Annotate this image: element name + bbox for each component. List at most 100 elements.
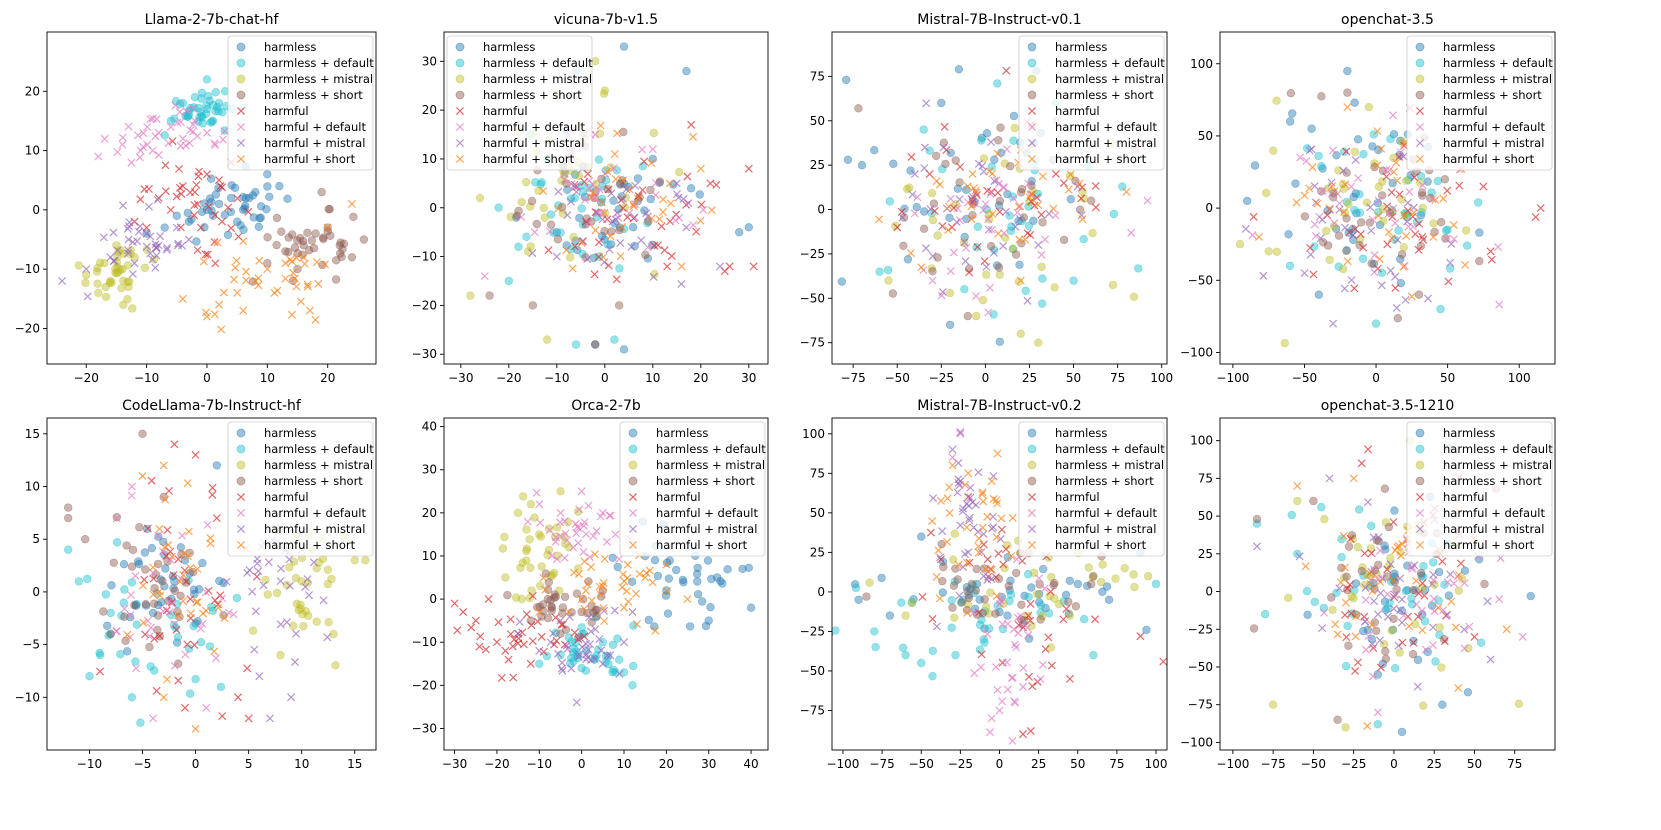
x-tick-label: −10 [527, 757, 552, 771]
point-harmless [1413, 655, 1423, 665]
y-tick-label: −75 [800, 703, 825, 717]
point-harmful-short [164, 540, 173, 550]
legend-label-harmful-short: harmful + short [264, 538, 356, 552]
legend-box [227, 421, 374, 557]
point-harmful [136, 195, 145, 204]
point-harmful-default [1391, 218, 1400, 228]
point-harmless-short [1344, 641, 1353, 650]
point-harmful-short [662, 587, 672, 596]
point-harmless-mistral [1344, 199, 1353, 209]
point-harmless-default [581, 666, 590, 675]
point-harmless-mistral [544, 545, 554, 555]
point-harmful [1414, 612, 1423, 621]
point-harmful-mistral [607, 189, 616, 198]
point-harmless-mistral [537, 562, 546, 571]
point-harmless-short [560, 592, 570, 602]
point-harmless [1388, 625, 1398, 634]
point-harmful-short [1339, 531, 1348, 541]
point-harmless [172, 638, 182, 647]
point-harmful [580, 177, 589, 186]
legend-marker-harmless [1415, 42, 1425, 52]
point-harmless-default [116, 649, 125, 659]
point-harmful [956, 162, 965, 171]
panel-openchat-3-5-1210: openchat-3.5-1210−100 −75 −50 −25 0 25 50 75−10… [1180, 398, 1556, 771]
point-harmless-mistral [475, 193, 485, 203]
point-harmless [245, 193, 254, 203]
point-harmful-short [635, 569, 644, 579]
point-harmful [172, 192, 181, 201]
point-harmless-short [1004, 581, 1013, 591]
point-harmful-default [127, 491, 136, 500]
point-harmful [150, 634, 159, 643]
point-harmful-mistral [1241, 224, 1250, 233]
point-harmless-default [566, 653, 576, 662]
point-harmful-short [631, 589, 641, 598]
point-harmless-short [550, 593, 559, 602]
x-tick-label: −30 [442, 757, 467, 771]
x-tick-label: 50 [1070, 757, 1085, 771]
point-harmless-default [601, 657, 610, 667]
point-harmless-short [1016, 188, 1026, 197]
point-harmful-short [689, 132, 698, 141]
point-harmless-default [184, 110, 194, 120]
point-harmful-mistral [248, 587, 257, 596]
point-harmful-default [146, 115, 155, 124]
point-harmful-default [1399, 611, 1408, 620]
point-harmful-mistral [1316, 234, 1325, 243]
point-harmless-mistral [560, 539, 570, 548]
point-harmless-default [184, 106, 194, 116]
point-harmful-mistral [715, 262, 725, 271]
point-harmless-default [987, 162, 996, 172]
point-harmful-mistral [921, 244, 931, 253]
point-harmless [646, 194, 655, 204]
point-harmful-short [1016, 276, 1025, 285]
y-tick-label: 50 [810, 506, 825, 520]
point-harmful [154, 193, 163, 203]
point-harmless-short [106, 629, 115, 639]
point-harmless [723, 565, 732, 574]
point-harmful-mistral [936, 553, 945, 562]
point-harmless [1475, 228, 1484, 237]
point-harmful-default [1143, 196, 1152, 205]
point-harmless-short [583, 608, 592, 618]
point-harmful-mistral [1378, 574, 1387, 583]
point-harmful [918, 592, 927, 601]
point-harmful-short [599, 604, 608, 613]
point-harmful-default [574, 538, 583, 548]
point-harmless-mistral [312, 617, 321, 626]
point-harmful [216, 181, 225, 191]
point-harmful-mistral [1318, 215, 1327, 224]
point-harmful-default [210, 139, 219, 148]
point-harmful-default [211, 141, 220, 150]
point-harmless-short [1347, 531, 1357, 540]
point-harmful-short [954, 560, 963, 569]
point-harmful-default [1335, 199, 1344, 208]
point-harmful [1390, 593, 1399, 602]
point-harmful-default [1418, 181, 1427, 190]
point-harmless-default [1394, 226, 1403, 235]
point-harmless-default [195, 113, 204, 122]
point-harmless-short [1342, 168, 1351, 177]
point-harmful [1350, 284, 1359, 293]
point-harmful-default [173, 118, 182, 127]
legend-label-harmless-short: harmless + short [656, 474, 755, 488]
point-harmless-default [185, 689, 195, 698]
point-harmless [1350, 98, 1359, 107]
point-harmless-short [888, 289, 898, 298]
legend-marker-harmless-short [1415, 90, 1425, 100]
point-harmless-short [1011, 568, 1021, 578]
point-harmless [140, 548, 150, 557]
legend-label-harmless-mistral: harmless + mistral [1443, 458, 1552, 472]
point-harmless-default [202, 101, 211, 110]
point-harmless-mistral [1325, 255, 1334, 265]
legend-label-harmful-mistral: harmful + mistral [264, 522, 365, 536]
point-harmful-default [976, 663, 985, 672]
point-harmless-default [494, 203, 503, 212]
point-harmful [640, 157, 649, 166]
point-harmless-default [980, 607, 990, 616]
point-harmful-default [1370, 251, 1379, 260]
point-harmful-mistral [1386, 560, 1395, 569]
point-harmful-default [165, 608, 174, 617]
point-harmful-short [590, 550, 599, 559]
point-harmful [182, 577, 191, 586]
